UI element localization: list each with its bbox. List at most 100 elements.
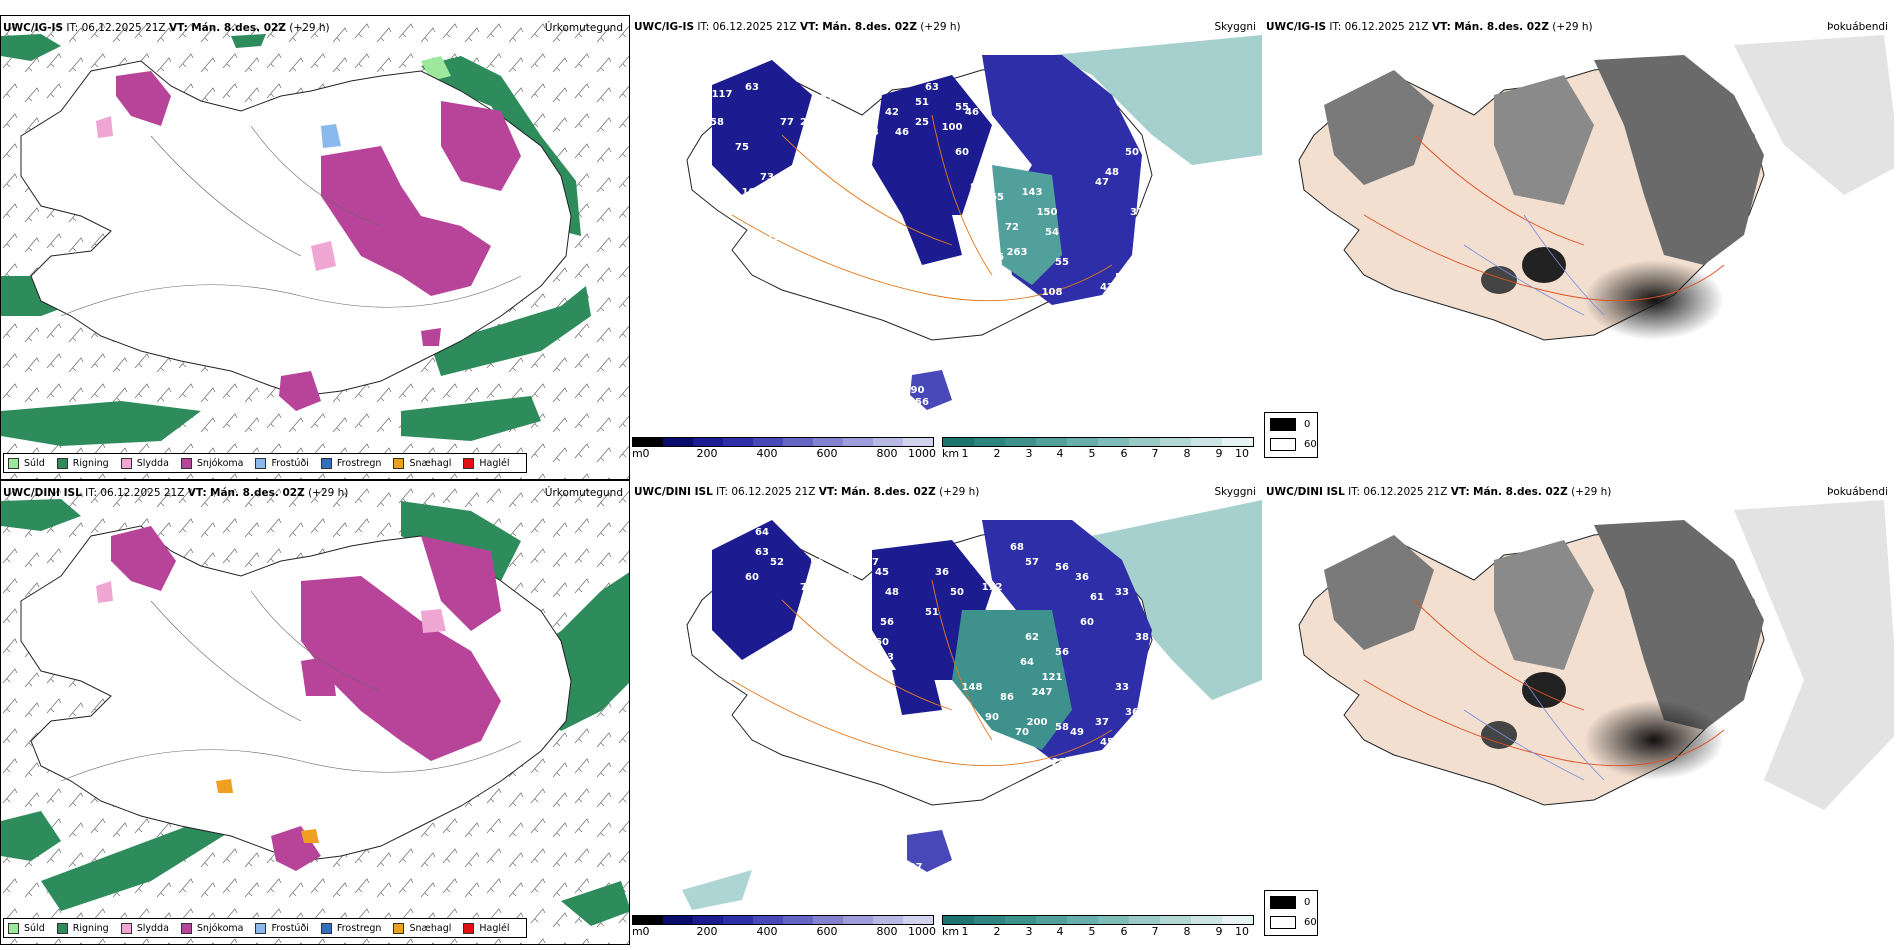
colorbar-segment (873, 916, 903, 924)
rain-area (41, 821, 231, 911)
snow-area (441, 101, 521, 191)
visibility-colorbar: km 1 2 3 4 5 6 7 8 9 10 (942, 915, 1257, 940)
ceiling-height-label: 121 (1042, 672, 1063, 683)
colorbar-segment (1067, 916, 1098, 924)
low-ceiling-area (712, 520, 812, 660)
dense-fog-area (1584, 700, 1724, 780)
fog-area (1324, 70, 1434, 185)
ceiling-height-label: 85 (810, 607, 824, 618)
ceiling-height-label: 148 (962, 682, 983, 693)
ceiling-height-label: 100 (942, 122, 963, 133)
fog-area (1494, 540, 1594, 670)
ceiling-height-label: 200 (1027, 717, 1048, 728)
ceiling-height-label: 74 (800, 582, 814, 593)
ceiling-height-label: 54 (855, 167, 869, 178)
ceiling-height-label: 183 (977, 222, 998, 233)
ceiling-height-label: 81 (1105, 297, 1119, 308)
ceiling-height-label: 45 (1100, 737, 1114, 748)
ceiling-height-label: 63 (865, 127, 879, 138)
legend-item-hail: Haglél (463, 922, 510, 934)
rain-area (431, 286, 591, 376)
panel-header: UWC/DINI ISL IT: 06.12.2025 21Z VT: Mán.… (634, 486, 980, 498)
ceiling-height-label: 60 (955, 147, 969, 158)
ceiling-height-label: 50 (950, 587, 964, 598)
colorbar-segment (723, 438, 753, 446)
visibility-map: 6311758757377100236949525463424651256355… (686, 35, 1262, 410)
precip-type-panel-igis: UWC/IG-IS IT: 06.12.2025 21Z VT: Mán. 8.… (0, 15, 630, 480)
fog-indicator-map (1298, 500, 1894, 810)
ceiling-height-label: 37 (1120, 727, 1134, 738)
ceiling-height-label: 33 (1115, 587, 1129, 598)
ceiling-height-label: 47 (1095, 177, 1109, 188)
ceiling-height-label: 36 (1125, 707, 1139, 718)
rain-area (1, 499, 81, 531)
colorbar-segment (753, 438, 783, 446)
fog-indicator-map (1298, 35, 1894, 341)
panel-title: Þokuábendi (1827, 21, 1888, 33)
fog-legend: 0 60 (1264, 412, 1318, 458)
dense-fog-area (1481, 266, 1517, 294)
ceiling-height-label: 58 (965, 257, 979, 268)
fog-area (1494, 75, 1594, 205)
legend-item-rain: Rigning (56, 922, 109, 934)
ceiling-height-label: 52 (1115, 272, 1129, 283)
ceiling-colorbar: m 0 200 400 600 800 1000 (632, 915, 937, 940)
colorbar-segment (974, 916, 1005, 924)
colorbar-segment (633, 438, 663, 446)
colorbar-segment (1036, 916, 1067, 924)
precip-type-map (1, 481, 629, 944)
low-ceiling-area (910, 370, 952, 410)
low-visibility-area (1072, 500, 1262, 700)
ceiling-height-label: 58 (1055, 722, 1069, 733)
fog-area (1594, 520, 1764, 730)
colorbar-segment (873, 438, 903, 446)
low-visibility-area (1052, 35, 1262, 165)
dense-fog-area (1481, 721, 1517, 749)
colorbar-segment (1222, 916, 1253, 924)
fog-area (1594, 55, 1764, 265)
colorbar-segment (1098, 916, 1129, 924)
panel-title: Skyggni (1214, 486, 1257, 498)
ceiling-height-label: 42 (885, 107, 899, 118)
ceiling-height-label: 57 (1025, 557, 1039, 568)
legend-item-drizzle: Súld (8, 922, 45, 934)
ceiling-height-label: 38 (1135, 632, 1149, 643)
precip-type-legend: Súld Rigning Slydda Snjókoma Frostúði Fr… (3, 918, 527, 938)
colorbar-segment (813, 438, 843, 446)
colorbar-segment (1129, 916, 1160, 924)
low-ceiling-area (907, 830, 952, 872)
ceiling-height-label: 143 (1022, 187, 1043, 198)
ceiling-height-label: 247 (1032, 687, 1053, 698)
low-ceiling-area (872, 75, 992, 215)
panel-header: UWC/IG-IS IT: 06.12.2025 21Z VT: Mán. 8.… (1266, 21, 1593, 33)
rain-area (1, 401, 201, 446)
snow-area (279, 371, 321, 411)
ceiling-height-label: 57 (825, 622, 839, 633)
ceiling-height-label: 63 (955, 707, 969, 718)
colorbar-segment (903, 438, 933, 446)
rain-area (1, 811, 61, 861)
ceiling-height-label: 60 (745, 572, 759, 583)
ceiling-height-label: 207 (902, 862, 923, 873)
rain-area (561, 881, 629, 926)
ceiling-height-label: 49 (1145, 217, 1159, 228)
ceiling-height-label: 62 (850, 592, 864, 603)
ceiling-height-label: 63 (755, 547, 769, 558)
colorbar-segment (1129, 438, 1160, 446)
ceiling-colorbar: m 0 200 400 600 800 1000 (632, 437, 937, 462)
visibility-panel-dini: 64 63 52 56 60 74 85 57 28 47 45 62 48 56 60 63 51 36 50 43… (632, 480, 1262, 945)
colorbar-segment (943, 916, 974, 924)
ceiling-height-label: 28 (840, 572, 854, 583)
ceiling-height-label: 43 (970, 557, 984, 568)
ceiling-height-label: 100 (742, 187, 763, 198)
ceiling-height-label: 90 (985, 712, 999, 723)
colorbar-segment (693, 916, 723, 924)
legend-item-snow: Snjókoma (180, 457, 243, 469)
ceiling-height-label: 52 (770, 557, 784, 568)
legend-item-freezing-drizzle: Frostúði (255, 922, 309, 934)
colorbar-segment (843, 916, 873, 924)
panel-title: Úrkomutegund (544, 22, 623, 34)
dense-fog-area (1584, 260, 1724, 340)
